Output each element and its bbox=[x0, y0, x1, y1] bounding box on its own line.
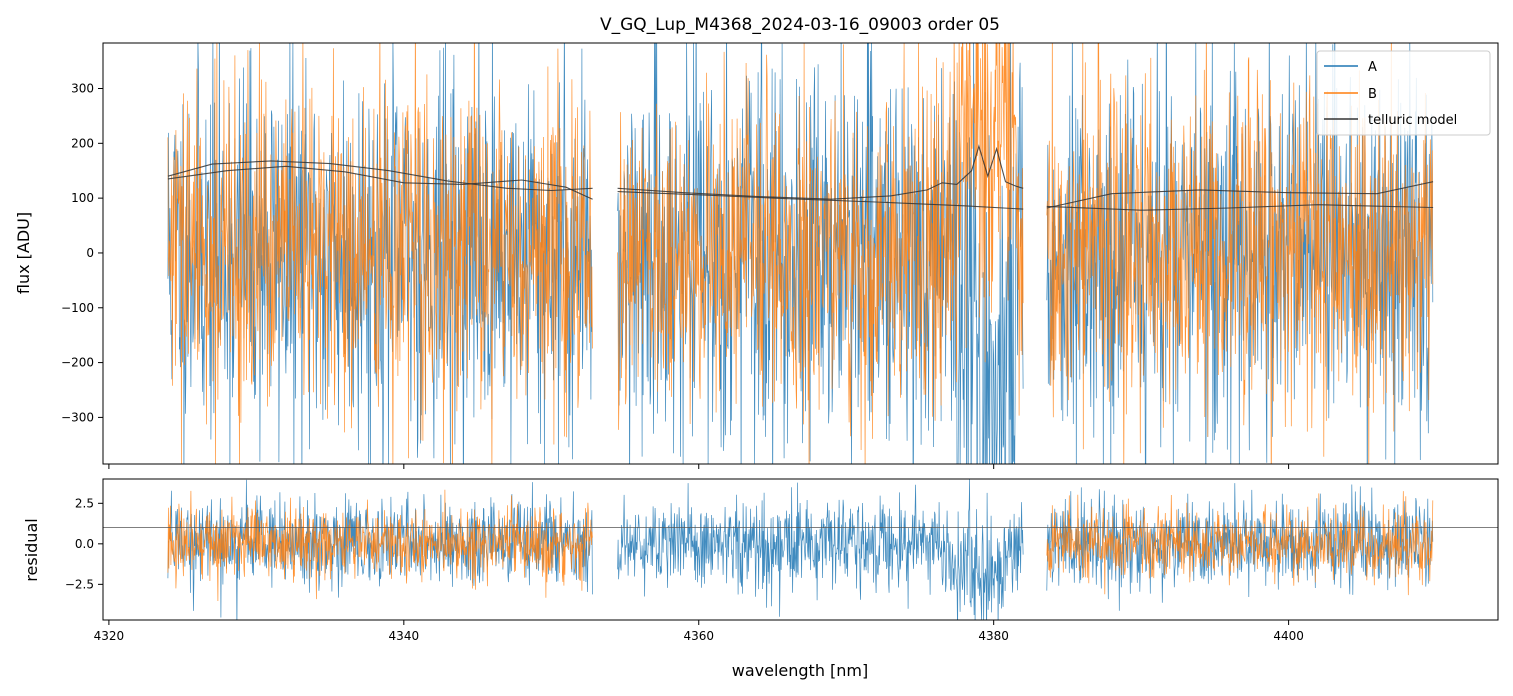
x-tick-label: 4340 bbox=[389, 629, 420, 643]
spectrum-segment bbox=[617, 43, 1024, 464]
spectrum-segment bbox=[167, 43, 593, 464]
spectrum-segment bbox=[1046, 43, 1434, 464]
legend-label-a: A bbox=[1368, 60, 1377, 75]
telluric-curve bbox=[167, 165, 593, 200]
flux-y-ticks: −300 −200 −100 0 100 200 300 bbox=[61, 81, 103, 424]
telluric-curve bbox=[617, 144, 1024, 200]
residual-y-ticks: −2.5 0.0 2.5 bbox=[65, 496, 103, 591]
flux-panel: −300 −200 −100 0 100 200 300 flux [ADU] A B te… bbox=[14, 42, 1499, 469]
y-tick-label: 100 bbox=[71, 191, 94, 205]
flux-series-b bbox=[167, 43, 1434, 464]
telluric-curve bbox=[167, 160, 593, 192]
residual-segment bbox=[1046, 483, 1434, 611]
y-tick-label: 300 bbox=[71, 81, 94, 95]
residual-segment bbox=[617, 479, 1024, 620]
y-tick-label: 200 bbox=[71, 136, 94, 150]
telluric-curve bbox=[617, 191, 1024, 210]
x-tick-label: 4380 bbox=[978, 629, 1009, 643]
x-tick-label: 4320 bbox=[94, 629, 125, 643]
y-tick-label: 0 bbox=[86, 246, 94, 260]
x-tick-label: 4400 bbox=[1273, 629, 1304, 643]
flux-y-axis-label: flux [ADU] bbox=[14, 212, 33, 294]
residual-x-ticks: 4320 4340 4360 4380 4400 bbox=[94, 620, 1304, 643]
x-tick-label: 4360 bbox=[683, 629, 714, 643]
telluric-model-curves bbox=[167, 144, 1434, 211]
telluric-curve bbox=[1046, 204, 1434, 211]
legend-box bbox=[1316, 50, 1491, 136]
y-tick-label: 2.5 bbox=[75, 496, 94, 510]
flux-axes-frame bbox=[102, 42, 1499, 465]
residual-axes-frame bbox=[102, 478, 1499, 621]
x-axis-label: wavelength [nm] bbox=[732, 661, 869, 680]
residual-panel: −2.5 0.0 2.5 4320 4340 4360 4380 4400 residual… bbox=[22, 478, 1499, 680]
chart-title: V_GQ_Lup_M4368_2024-03-16_09003 order 05 bbox=[600, 15, 1000, 35]
y-tick-label: −200 bbox=[61, 356, 94, 370]
residual-segment bbox=[1046, 491, 1434, 596]
telluric-curve bbox=[1046, 181, 1434, 209]
residual-series-b bbox=[167, 489, 1434, 602]
legend-label-b: B bbox=[1368, 87, 1377, 102]
legend-label-telluric: telluric model bbox=[1368, 113, 1457, 128]
y-tick-label: −2.5 bbox=[65, 577, 94, 591]
y-tick-label: 0.0 bbox=[75, 537, 94, 551]
flux-x-ticks bbox=[108, 464, 1290, 469]
residual-segment bbox=[167, 489, 593, 602]
y-tick-label: −100 bbox=[61, 301, 94, 315]
legend: A B telluric model bbox=[1316, 50, 1491, 136]
residual-y-axis-label: residual bbox=[22, 518, 41, 581]
y-tick-label: −300 bbox=[61, 410, 94, 424]
